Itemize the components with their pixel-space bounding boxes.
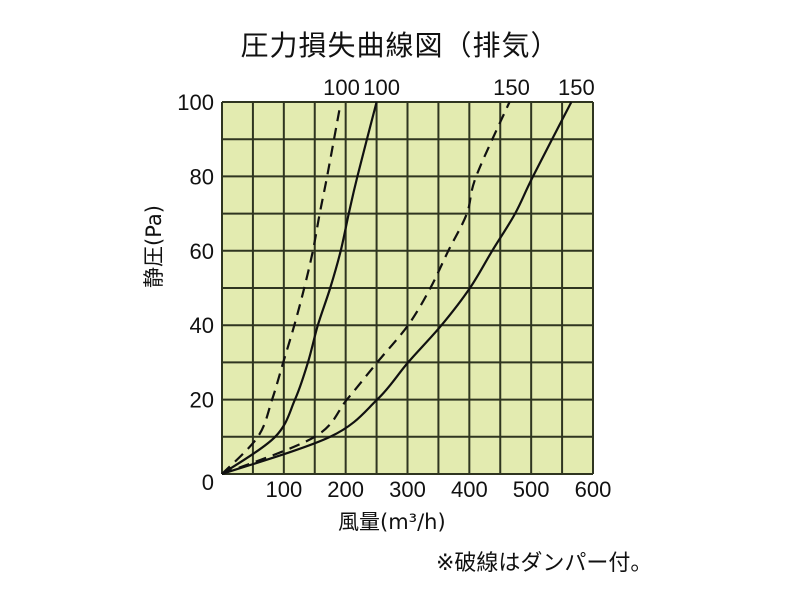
y-tick-label: 60: [190, 239, 214, 264]
curve-label: 150: [558, 75, 595, 100]
x-tick-label: 400: [451, 477, 488, 502]
x-axis-label: 風量(m³/h): [338, 510, 446, 534]
grid-lines: [221, 101, 594, 475]
chart-title: 圧力損失曲線図（排気）: [240, 29, 560, 62]
curve-150-solid: [221, 101, 573, 476]
y-axis-ticks: 0 20 40 60 80 100: [177, 90, 214, 495]
curve-label: 100: [323, 75, 360, 100]
x-tick-label: 600: [575, 477, 612, 502]
x-tick-label: 300: [389, 477, 426, 502]
curves: [221, 101, 573, 476]
curve-labels: 100 100 150 150: [323, 75, 595, 100]
y-tick-label: 40: [190, 313, 214, 338]
x-tick-label: 200: [327, 477, 364, 502]
y-tick-label: 0: [202, 470, 214, 495]
y-tick-label: 20: [190, 388, 214, 413]
x-axis-ticks: 100 200 300 400 500 600: [265, 477, 611, 502]
curve-150-dashed: [221, 101, 511, 476]
footnote: ※破線はダンパー付。: [436, 551, 653, 576]
y-axis-label: 静圧(Pa): [142, 205, 166, 288]
x-tick-label: 100: [265, 477, 302, 502]
curve-100-solid: [221, 101, 378, 475]
y-tick-label: 80: [190, 164, 214, 189]
curve-label: 100: [363, 75, 400, 100]
x-tick-label: 500: [513, 477, 550, 502]
curve-label: 150: [493, 75, 530, 100]
curve-100-dashed: [221, 109, 341, 475]
y-tick-label: 100: [177, 90, 214, 115]
